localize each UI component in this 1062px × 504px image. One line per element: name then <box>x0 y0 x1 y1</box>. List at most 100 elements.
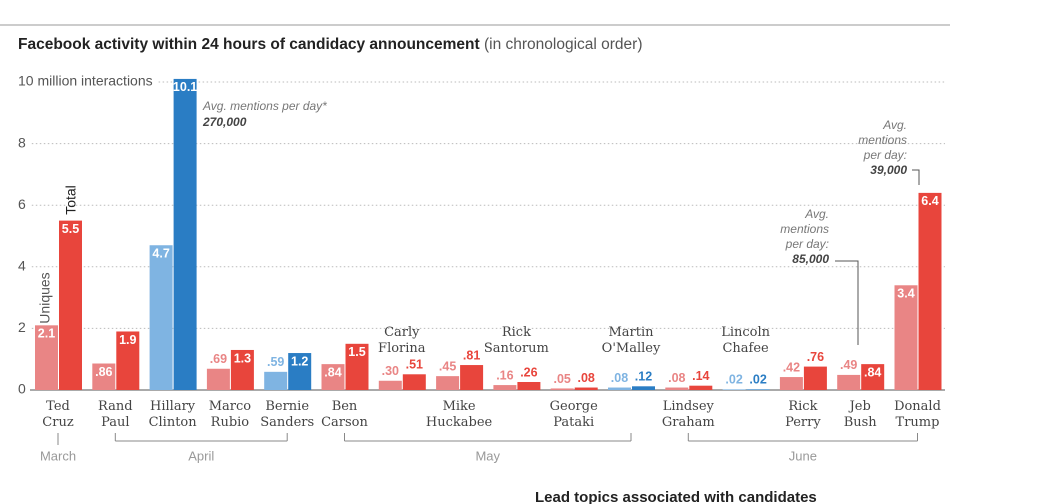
category-label-line: Pataki <box>553 415 594 430</box>
y-tick-label: 2 <box>18 319 26 335</box>
category-label: Rick Perry <box>785 399 821 430</box>
category-label-line: Huckabee <box>426 415 493 430</box>
value-label: .84 <box>324 365 341 379</box>
category-label-line: George <box>550 399 598 414</box>
annotation-value: 270,000 <box>202 115 247 129</box>
bar <box>493 385 517 390</box>
bar <box>722 389 746 390</box>
value-label: 5.5 <box>62 222 79 236</box>
value-label: 6.4 <box>921 194 938 208</box>
value-label: 2.1 <box>38 327 55 341</box>
value-label: .08 <box>668 371 685 385</box>
value-label: .14 <box>692 369 709 383</box>
chart-title-group: Facebook activity within 24 hours of can… <box>18 36 643 53</box>
bar <box>149 245 173 390</box>
category-label-line: Chafee <box>722 341 769 356</box>
bar <box>59 220 82 390</box>
category-label-line: Graham <box>662 415 715 430</box>
bar <box>608 387 631 390</box>
category-label: Bernie Sanders <box>260 399 314 430</box>
value-label: .81 <box>463 348 480 362</box>
category-label: Jeb Bush <box>844 399 878 430</box>
bar <box>288 353 312 390</box>
value-label: .84 <box>864 365 881 379</box>
category-label: Ted Cruz <box>42 399 74 430</box>
annotation: mentions <box>780 222 829 236</box>
category-label: George Pataki <box>550 399 598 430</box>
bar <box>460 365 484 390</box>
category-label: Ben Carson <box>321 399 368 430</box>
value-label: 1.9 <box>119 333 136 347</box>
bar <box>517 381 541 390</box>
category-label-line: Lincoln <box>721 325 770 340</box>
category-label-line: Cruz <box>42 415 74 430</box>
bar <box>92 363 116 390</box>
value-label: 1.3 <box>234 351 251 365</box>
category-label-line: Paul <box>101 415 129 430</box>
bar <box>230 349 254 390</box>
category-label: Carly Florina <box>378 325 426 356</box>
annotation-leader <box>912 169 920 185</box>
category-label-line: Trump <box>896 415 940 430</box>
bar <box>550 388 574 390</box>
month-label: May <box>475 448 500 463</box>
value-label: .49 <box>840 358 857 372</box>
category-label-line: Martin <box>608 325 654 340</box>
category-label-line: Marco <box>209 399 252 414</box>
value-label: .02 <box>725 373 742 387</box>
bar <box>116 331 140 390</box>
value-label: .51 <box>406 358 423 372</box>
bar <box>173 78 197 391</box>
y-tick-label: 0 <box>18 381 26 397</box>
category-label: Hillary Clinton <box>149 399 198 430</box>
series-label: Uniques <box>37 272 53 323</box>
category-label-line: Carly <box>384 325 420 340</box>
bar <box>803 366 827 390</box>
value-label: .08 <box>578 371 595 385</box>
category-label-line: Santorum <box>484 341 549 356</box>
value-label: .69 <box>210 352 227 366</box>
value-label: .59 <box>267 355 284 369</box>
category-label: Donald Trump <box>894 399 941 430</box>
category-label-line: Bush <box>844 415 878 430</box>
value-label: 4.7 <box>152 247 169 261</box>
value-label: .16 <box>496 368 513 382</box>
y-tick-label: 6 <box>18 196 26 212</box>
bar <box>321 364 345 390</box>
category-label-line: Hillary <box>150 399 196 414</box>
value-label: .12 <box>635 370 652 384</box>
category-label-line: Perry <box>785 415 821 430</box>
category-label-line: O'Malley <box>602 341 661 356</box>
bar <box>402 374 426 390</box>
category-label-line: Rick <box>788 399 817 414</box>
bar <box>746 389 770 390</box>
series-label: Total <box>63 185 79 215</box>
value-label: .30 <box>382 364 399 378</box>
y-tick-label: 4 <box>18 258 26 274</box>
annotation-value: 39,000 <box>870 163 907 177</box>
annotation-leader <box>835 260 859 345</box>
category-label-line: Rand <box>98 399 133 414</box>
category-label-line: Jeb <box>848 399 871 414</box>
bar <box>918 192 942 390</box>
category-label-line: Florina <box>378 341 426 356</box>
category-label: Rand Paul <box>98 399 133 430</box>
value-label: .42 <box>783 360 800 374</box>
category-label-line: Sanders <box>260 415 314 430</box>
category-label-line: Ben <box>332 399 358 414</box>
category-label: Mike Huckabee <box>426 399 493 430</box>
category-label-line: Rick <box>502 325 531 340</box>
value-label: .45 <box>439 359 456 373</box>
category-label-line: Ted <box>46 399 70 414</box>
chart-subtitle: (in chronological order) <box>484 36 643 53</box>
category-label-line: Bernie <box>265 399 309 414</box>
category-label-line: Rubio <box>211 415 250 430</box>
y-tick-label: 10 million interactions <box>18 73 153 89</box>
month-label: April <box>188 448 214 463</box>
category-label-line: Clinton <box>149 415 198 430</box>
value-label: .05 <box>554 372 571 386</box>
chart-title: Facebook activity within 24 hours of can… <box>18 36 480 53</box>
bar <box>206 368 230 390</box>
bar <box>436 376 460 390</box>
